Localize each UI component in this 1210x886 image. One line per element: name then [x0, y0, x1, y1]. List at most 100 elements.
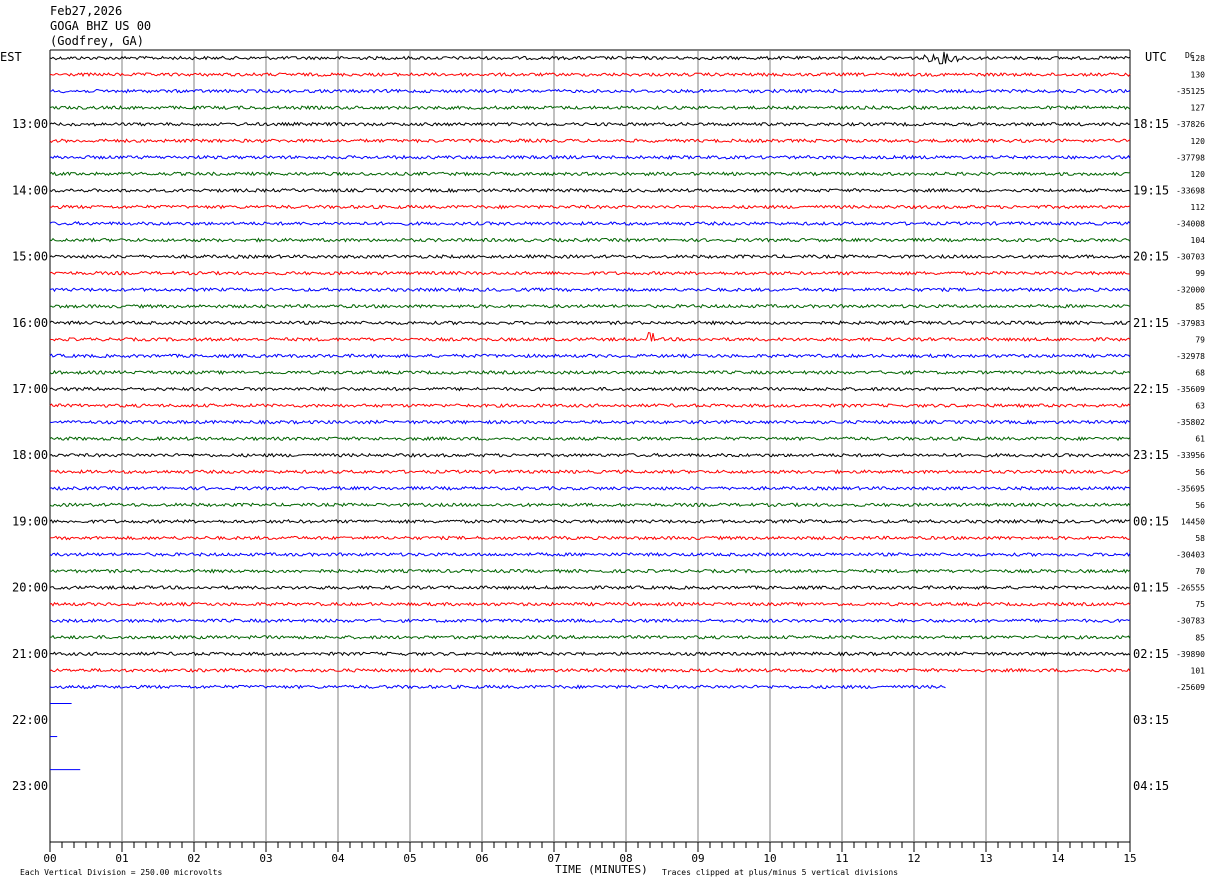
dc-offset-label: 85: [1195, 302, 1205, 311]
clip-note: Traces clipped at plus/minus 5 vertical …: [662, 868, 898, 877]
seismic-trace: [49, 187, 1131, 193]
dc-offset-label: -39890: [1176, 650, 1205, 659]
dc-offset-label: -35125: [1176, 87, 1205, 96]
dc-offset-label: -37798: [1176, 153, 1205, 162]
seismic-trace: [49, 651, 1131, 657]
right-hour-label: 20:15: [1133, 250, 1169, 264]
seismic-trace: [49, 320, 1131, 326]
seismic-trace: [49, 105, 1131, 111]
x-tick-label: 05: [403, 852, 416, 865]
seismic-trace: [49, 204, 1131, 210]
station-location: (Godfrey, GA): [50, 34, 144, 48]
seismic-trace: [49, 88, 1131, 94]
x-tick-label: 14: [1051, 852, 1065, 865]
right-hour-label: 22:15: [1133, 382, 1169, 396]
seismic-trace: [49, 568, 1131, 574]
dc-offset-label: 101: [1191, 666, 1206, 675]
dc-offset-label: -32978: [1176, 352, 1205, 361]
seismic-trace: [49, 253, 1131, 260]
seismic-trace: [49, 220, 1131, 226]
left-hour-label: 14:00: [12, 183, 48, 197]
x-tick-label: 09: [691, 852, 704, 865]
dc-offset-label: 99: [1195, 269, 1205, 278]
x-tick-label: 07: [547, 852, 560, 865]
x-tick-label: 10: [763, 852, 776, 865]
seismic-trace: [49, 353, 1131, 359]
dc-offset-label: -26555: [1176, 584, 1205, 593]
x-tick-label: 13: [979, 852, 992, 865]
dc-offset-label: -32000: [1176, 286, 1205, 295]
right-hour-label: 21:15: [1133, 316, 1169, 330]
x-tick-label: 03: [259, 852, 272, 865]
x-tick-label: 06: [475, 852, 488, 865]
dc-offset-label: -30703: [1176, 253, 1205, 262]
scale-note: Each Vertical Division = 250.00 microvol…: [20, 868, 222, 877]
right-hour-label: 19:15: [1133, 183, 1169, 197]
seismic-trace: [49, 332, 1131, 342]
dc-offset-label: -35609: [1176, 385, 1205, 394]
seismic-trace: [49, 502, 1131, 508]
seismic-trace: [49, 469, 1131, 475]
dc-column-title: DC: [1185, 51, 1195, 60]
x-tick-label: 12: [907, 852, 920, 865]
dc-offset-label: -33956: [1176, 451, 1205, 460]
seismic-trace: [49, 601, 1131, 607]
seismic-trace: [49, 403, 1131, 409]
right-timezone-label: UTC: [1145, 50, 1167, 64]
seismic-trace: [49, 634, 1131, 640]
seismic-trace: [49, 369, 1131, 376]
dc-offset-label: 130: [1191, 71, 1206, 80]
seismic-trace: [49, 585, 1131, 591]
dc-offset-label: -33698: [1176, 186, 1205, 195]
seismic-trace: [49, 667, 1131, 673]
seismic-trace: [49, 72, 1131, 78]
seismic-trace: [49, 552, 1131, 558]
x-tick-label: 02: [187, 852, 200, 865]
x-tick-label: 00: [43, 852, 56, 865]
seismic-trace: [49, 618, 1131, 624]
right-hour-label: 01:15: [1133, 581, 1169, 595]
dc-offset-label: 56: [1195, 501, 1205, 510]
dc-offset-label: 14450: [1181, 517, 1205, 526]
left-hour-label: 21:00: [12, 647, 48, 661]
dc-offset-label: 70: [1195, 567, 1205, 576]
dc-offset-label: 104: [1191, 236, 1206, 245]
dc-offset-label: -30783: [1176, 617, 1205, 626]
seismic-trace: [49, 171, 1131, 177]
dc-offset-label: 120: [1191, 137, 1206, 146]
seismic-trace: [49, 518, 1131, 525]
seismic-trace: [49, 452, 1130, 458]
left-hour-label: 22:00: [12, 713, 48, 727]
seismic-trace: [49, 154, 1131, 160]
x-tick-label: 08: [619, 852, 632, 865]
dc-offset-label: -30403: [1176, 551, 1205, 560]
right-hour-label: 03:15: [1133, 713, 1169, 727]
dc-offset-label: 61: [1195, 435, 1205, 444]
left-hour-label: 15:00: [12, 250, 48, 264]
seismic-trace: [49, 535, 1131, 541]
right-hour-label: 23:15: [1133, 448, 1169, 462]
left-hour-label: 20:00: [12, 581, 48, 595]
x-axis-title: TIME (MINUTES): [555, 863, 648, 876]
right-hour-label: 18:15: [1133, 117, 1169, 131]
seismic-trace: [49, 386, 1131, 392]
dc-offset-label: -35695: [1176, 484, 1205, 493]
chart-date: Feb27,2026: [50, 4, 123, 18]
x-tick-label: 01: [115, 852, 128, 865]
seismic-trace: [49, 485, 1131, 491]
left-hour-label: 19:00: [12, 514, 48, 528]
seismic-trace: [49, 121, 1131, 127]
right-hour-label: 04:15: [1133, 779, 1169, 793]
dc-offset-label: 58: [1195, 534, 1205, 543]
seismic-trace: [49, 419, 1131, 425]
left-timezone-label: EST: [0, 50, 22, 64]
dc-offset-label: 56: [1195, 468, 1205, 477]
dc-offset-label: 68: [1195, 368, 1205, 377]
seismic-trace: [49, 138, 1131, 144]
seismic-trace: [49, 51, 1131, 65]
left-hour-label: 18:00: [12, 448, 48, 462]
dc-offset-label: 85: [1195, 633, 1205, 642]
seismic-trace: [49, 303, 1131, 309]
seismic-trace: [49, 684, 946, 690]
